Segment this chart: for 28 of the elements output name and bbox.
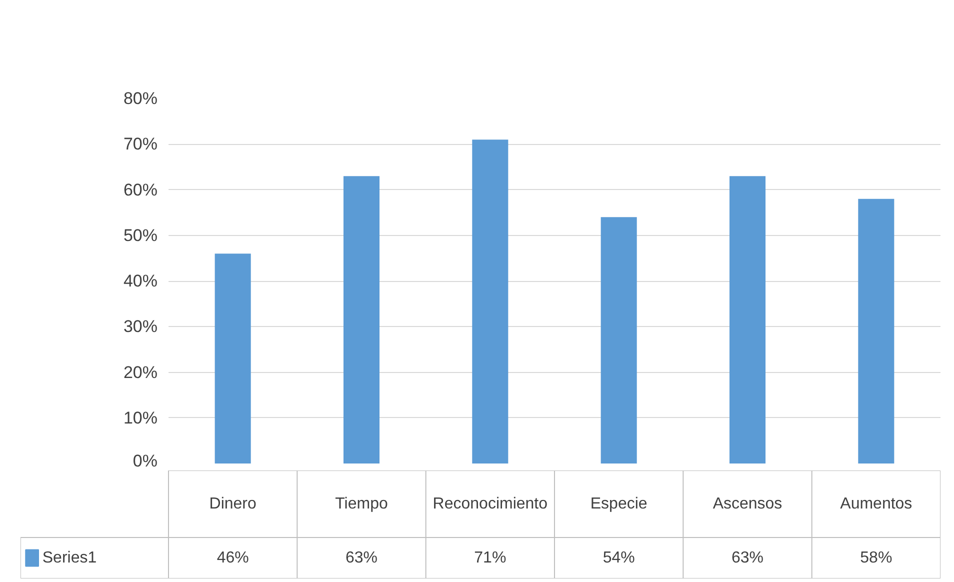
data-label: 46% — [216, 549, 249, 566]
data-label: 58% — [860, 549, 892, 566]
y-tick-label: 70% — [123, 134, 158, 154]
data-label: 63% — [731, 549, 764, 566]
bar — [600, 217, 637, 464]
x-tick-label: Especie — [590, 495, 648, 512]
y-tick-label: 60% — [123, 180, 158, 200]
bar — [214, 254, 251, 464]
data-label: 63% — [345, 549, 378, 566]
bar — [343, 176, 380, 464]
data-label: 54% — [602, 549, 635, 566]
y-tick-label: 50% — [123, 226, 158, 245]
x-tick-label: Reconocimiento — [432, 495, 548, 512]
y-tick-label: 30% — [123, 317, 158, 336]
legend-label: Series1 — [42, 549, 97, 566]
y-tick-label: 80% — [123, 89, 158, 108]
x-tick-label: Tiempo — [335, 495, 388, 512]
y-tick-label: 40% — [123, 272, 158, 290]
y-tick-label: 10% — [123, 408, 158, 428]
bar — [472, 140, 508, 464]
data-label: 71% — [474, 549, 506, 566]
bar — [729, 176, 766, 464]
x-tick-label: Dinero — [209, 495, 256, 512]
y-tick-label: 20% — [123, 362, 158, 382]
x-tick-label: Ascensos — [712, 495, 782, 512]
x-tick-label: Aumentos — [840, 495, 912, 512]
bar — [858, 198, 894, 464]
y-tick-label: 0% — [132, 452, 158, 470]
